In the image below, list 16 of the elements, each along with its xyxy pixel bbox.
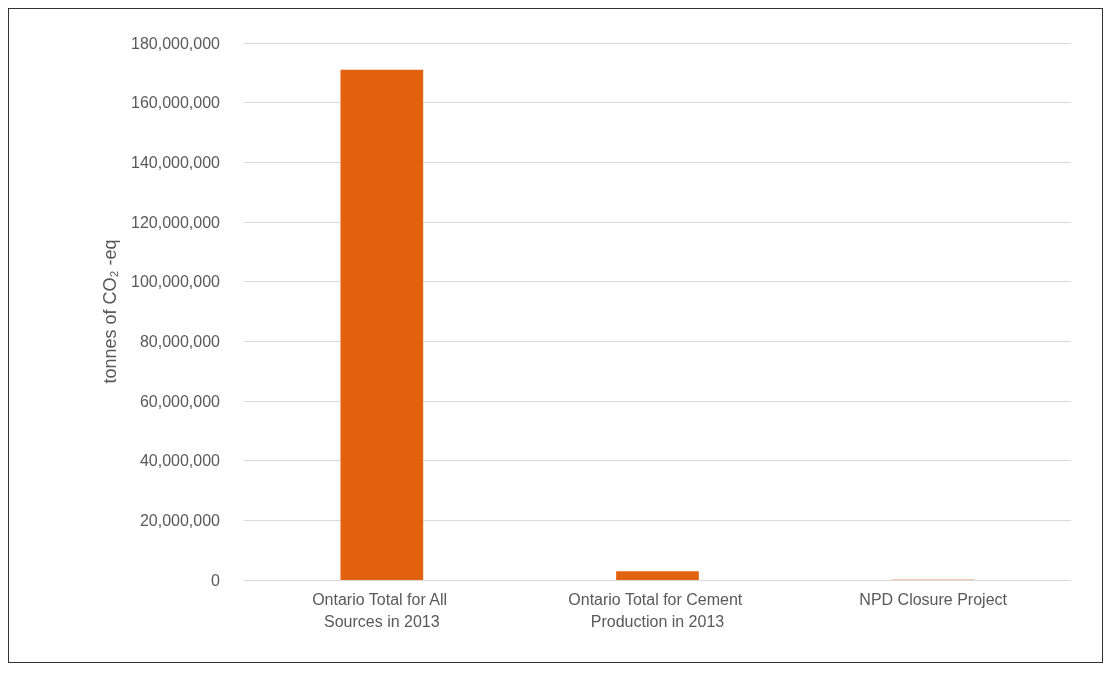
x-tick-label: Ontario Total for All Sources in 2013 xyxy=(312,590,452,630)
y-tick-label: 160,000,000 xyxy=(131,94,221,112)
y-tick-label: 20,000,000 xyxy=(139,511,221,529)
y-tick-label: 180,000,000 xyxy=(131,34,221,52)
y-axis-title: tonnes of CO₂ -eq xyxy=(100,239,120,384)
y-tick-label: 80,000,000 xyxy=(139,332,221,350)
x-tick-label: NPD Closure Project xyxy=(859,590,1008,608)
bar xyxy=(340,69,424,580)
y-tick-label: 140,000,000 xyxy=(131,153,221,171)
bar xyxy=(616,571,699,580)
x-tick-label: Ontario Total for Cement Production in 2013 xyxy=(568,590,747,630)
y-tick-label: 0 xyxy=(211,571,221,589)
y-tick-label: 60,000,000 xyxy=(139,392,221,410)
y-tick-label: 40,000,000 xyxy=(139,452,221,470)
y-tick-label: 100,000,000 xyxy=(131,273,221,291)
y-tick-label: 120,000,000 xyxy=(131,213,221,231)
